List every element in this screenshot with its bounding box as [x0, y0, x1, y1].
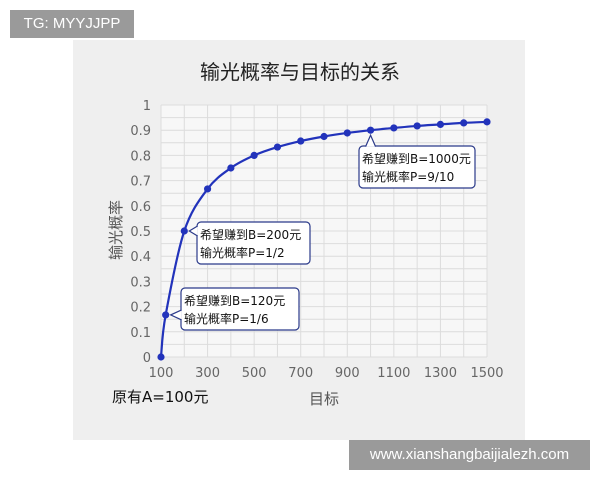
x-tick-label: 100 — [149, 366, 174, 381]
data-point — [227, 164, 235, 172]
data-point — [203, 185, 212, 193]
y-tick-label: 0.5 — [130, 225, 151, 240]
data-point — [366, 126, 375, 134]
data-point — [460, 119, 468, 127]
data-point — [180, 227, 188, 235]
annotation-line1: 希望赚到B=1000元 — [362, 151, 471, 166]
data-point — [273, 143, 282, 151]
x-tick-label: 500 — [242, 366, 267, 381]
y-tick-label: 0.3 — [130, 275, 151, 290]
x-axis-label: 目标 — [309, 390, 339, 408]
x-tick-label: 1500 — [470, 366, 503, 381]
data-point — [413, 122, 421, 130]
data-point — [483, 118, 491, 126]
data-point — [436, 120, 445, 129]
x-tick-label: 900 — [335, 366, 360, 381]
y-tick-label: 0.9 — [130, 124, 151, 139]
y-tick-label: 0.2 — [130, 301, 151, 316]
annotation-line2: 输光概率P=9/10 — [362, 169, 454, 184]
data-point — [343, 129, 351, 137]
y-tick-label: 1 — [143, 99, 151, 114]
y-tick-label: 0.8 — [130, 149, 151, 164]
x-tick-label: 700 — [288, 366, 313, 381]
annotation-line2: 输光概率P=1/6 — [184, 311, 269, 326]
y-tick-label: 0.4 — [130, 250, 151, 265]
watermark-top-left: TG: MYYJJPP — [10, 10, 134, 38]
x-tick-label: 1300 — [424, 366, 457, 381]
y-tick-label: 0.6 — [130, 200, 151, 215]
data-point — [297, 137, 305, 145]
annotation-line2: 输光概率P=1/2 — [200, 245, 285, 260]
data-point — [157, 353, 165, 361]
annotation-line1: 希望赚到B=200元 — [200, 227, 301, 242]
tick-labels: 100 300 500 700 900 1100 1300 1500 0 0.1 0.2 0.3 0.4… — [130, 99, 503, 381]
x-tick-label: 1100 — [377, 366, 410, 381]
chart-title: 输光概率与目标的关系 — [200, 60, 400, 84]
y-tick-label: 0.1 — [130, 326, 151, 341]
data-point — [250, 151, 258, 159]
series-line — [159, 120, 488, 358]
data-points — [157, 118, 491, 361]
y-tick-label: 0.7 — [130, 175, 151, 190]
x-tick-label: 300 — [195, 366, 220, 381]
data-point — [320, 132, 328, 141]
capital-note: 原有A=100元 — [112, 388, 208, 406]
annotations: 希望赚到B=120元输光概率P=1/6希望赚到B=200元输光概率P=1/2希望… — [169, 133, 476, 331]
annotation-line1: 希望赚到B=120元 — [184, 293, 285, 308]
y-tick-label: 0 — [143, 351, 151, 366]
data-point — [162, 311, 170, 319]
watermark-bottom-right: www.xianshangbaijialezh.com — [349, 440, 590, 470]
data-point — [390, 124, 398, 132]
y-axis-label: 输光概率 — [107, 200, 125, 260]
